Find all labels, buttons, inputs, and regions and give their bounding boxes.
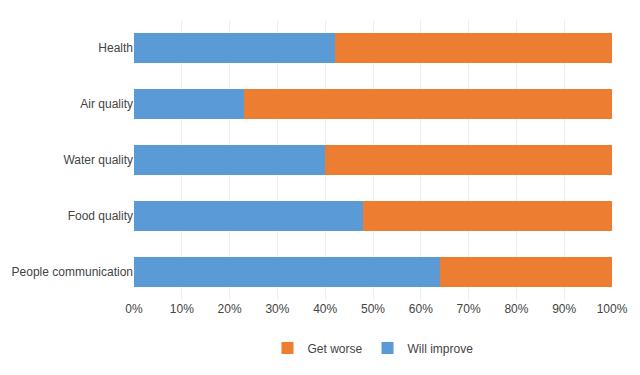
svg-text:80%: 80% xyxy=(504,302,528,316)
svg-text:100%: 100% xyxy=(597,302,628,316)
svg-text:70%: 70% xyxy=(457,302,481,316)
svg-text:20%: 20% xyxy=(218,302,242,316)
svg-text:Food quality: Food quality xyxy=(68,209,133,223)
svg-text:10%: 10% xyxy=(170,302,194,316)
svg-text:60%: 60% xyxy=(409,302,433,316)
svg-text:People communication: People communication xyxy=(12,265,133,279)
svg-text:Get worse: Get worse xyxy=(308,342,363,356)
svg-text:90%: 90% xyxy=(552,302,576,316)
svg-text:Water quality: Water quality xyxy=(63,153,133,167)
svg-text:0%: 0% xyxy=(125,302,143,316)
svg-text:50%: 50% xyxy=(361,302,385,316)
svg-text:30%: 30% xyxy=(265,302,289,316)
svg-text:40%: 40% xyxy=(313,302,337,316)
svg-text:Will improve: Will improve xyxy=(408,342,474,356)
svg-text:Air quality: Air quality xyxy=(80,97,133,111)
svg-text:Health: Health xyxy=(98,41,133,55)
